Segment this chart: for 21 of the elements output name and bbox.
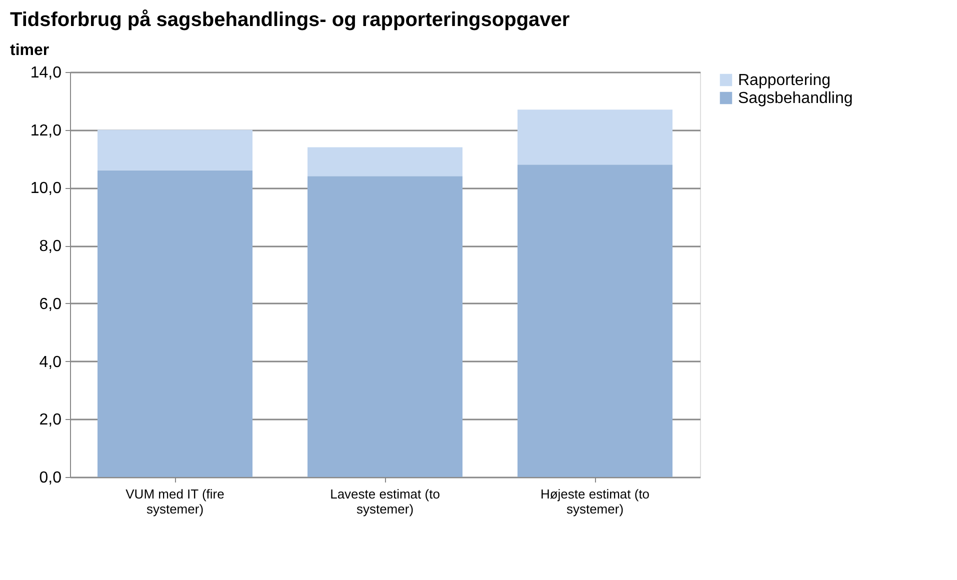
bar [308, 176, 462, 477]
legend-label: Sagsbehandling [738, 90, 853, 107]
x-tick-label: Højeste estimat (to systemer) [540, 486, 650, 516]
bar [518, 110, 672, 165]
y-tick-label: 4,0 [39, 354, 62, 371]
x-tick-label: Laveste estimat (to systemer) [330, 486, 440, 516]
y-tick-label: 2,0 [39, 412, 62, 429]
bar [308, 147, 462, 176]
chart-title: Tidsforbrug på sagsbehandlings- og rapporteringsopgaver [10, 9, 570, 31]
bar [98, 130, 252, 170]
y-axis-title: timer [10, 42, 50, 59]
y-tick-label: 8,0 [39, 238, 62, 256]
x-tick-label: VUM med IT (fire systemer) [126, 486, 224, 516]
bar [98, 170, 252, 477]
y-tick-label: 6,0 [39, 296, 62, 313]
legend-label: Rapportering [738, 72, 830, 89]
y-tick-label: 14,0 [30, 64, 62, 82]
y-tick-label: 10,0 [30, 180, 62, 198]
bar [518, 164, 672, 477]
y-tick-label: 0,0 [39, 470, 62, 486]
y-tick-label: 12,0 [30, 122, 62, 140]
